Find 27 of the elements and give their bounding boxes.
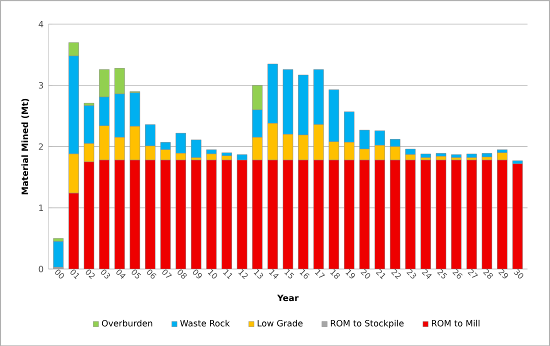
legend-label: Waste Rock	[180, 320, 230, 326]
bar	[222, 160, 232, 269]
bar	[190, 139, 202, 158]
y-tick-label: 4	[38, 20, 44, 28]
y-axis-title: Material Mined (Mt)	[21, 98, 30, 194]
y-tick-label: 1	[39, 204, 43, 211]
bar	[451, 160, 462, 269]
y-tick-label: 3	[38, 82, 44, 88]
legend-label: ROM to Mill	[432, 320, 480, 326]
bar	[482, 160, 492, 269]
bar	[420, 160, 431, 269]
bar	[420, 154, 431, 158]
bar	[512, 163, 523, 269]
bar	[436, 160, 446, 269]
legend-label: ROM to Stockpile	[330, 320, 404, 328]
bar	[482, 152, 492, 157]
legend-label: Low Grade	[258, 320, 303, 326]
bar	[53, 241, 64, 268]
legend-label: Overburden	[102, 320, 152, 326]
bar	[436, 152, 446, 156]
bar	[190, 160, 202, 269]
x-axis-title: Year	[277, 294, 299, 301]
bar	[451, 154, 462, 158]
bar	[466, 154, 477, 158]
bar	[466, 160, 477, 269]
y-tick-label: 0	[38, 266, 44, 272]
y-tick-label: 2	[38, 143, 43, 150]
